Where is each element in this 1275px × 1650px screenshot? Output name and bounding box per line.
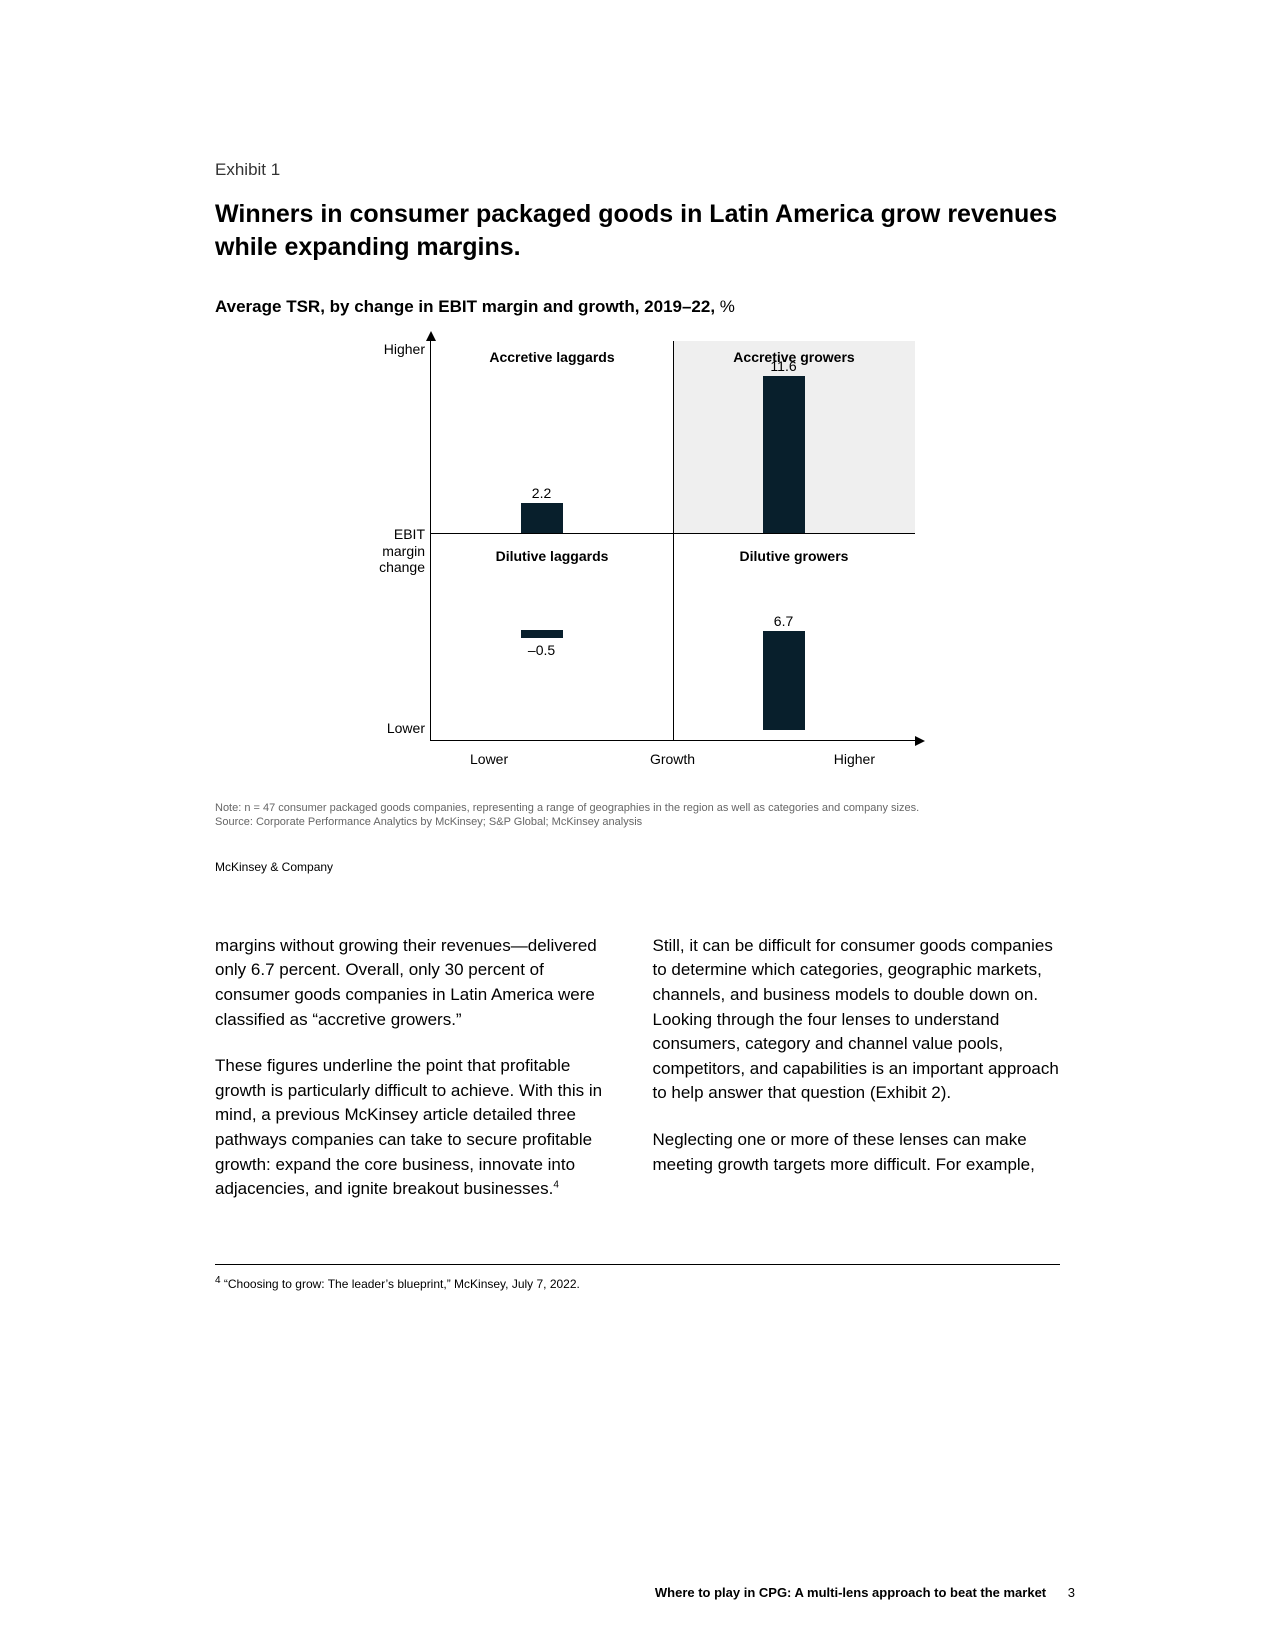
body-right-p2: Neglecting one or more of these lenses c…: [653, 1128, 1061, 1177]
horizontal-divider: [431, 533, 915, 534]
bar-label-tr: 11.6: [754, 358, 814, 374]
page-footer: Where to play in CPG: A multi-lens appro…: [655, 1585, 1075, 1600]
chart-note: Note: n = 47 consumer packaged goods com…: [215, 801, 1060, 815]
quad-label-tl: Accretive laggards: [431, 349, 673, 365]
vertical-divider: [673, 341, 674, 740]
x-arrowhead: [915, 736, 925, 746]
x-axis-right-label: Higher: [740, 751, 915, 781]
chart-plot: Accretive laggards Accretive growers Dil…: [430, 341, 915, 741]
bar-accretive-laggards: [521, 503, 563, 533]
x-axis-labels: Lower Growth Higher: [430, 751, 915, 781]
body-col-right: Still, it can be difficult for consumer …: [653, 934, 1061, 1224]
chart-subtitle-unit: %: [720, 297, 735, 316]
footnote-text: “Choosing to grow: The leader’s blueprin…: [221, 1277, 580, 1291]
x-axis-mid-label: Growth: [605, 751, 740, 781]
quad-label-bl: Dilutive laggards: [431, 548, 673, 564]
body-right-p1: Still, it can be difficult for consumer …: [653, 934, 1061, 1106]
y-arrowhead: [426, 331, 436, 341]
y-axis-mid-label: EBIT margin change: [355, 526, 425, 576]
quadrant-chart: Higher EBIT margin change Lower Accretiv…: [355, 341, 915, 781]
bar-label-br: 6.7: [754, 613, 814, 629]
exhibit-label: Exhibit 1: [215, 160, 1060, 180]
footer-page-number: 3: [1068, 1585, 1075, 1600]
y-axis-bottom-label: Lower: [355, 720, 425, 736]
bar-dilutive-laggards: [521, 630, 563, 637]
bar-dilutive-growers: [763, 631, 805, 730]
footnote-rule: [215, 1264, 1060, 1265]
footnote: 4 “Choosing to grow: The leader’s bluepr…: [215, 1275, 1060, 1291]
bar-accretive-growers: [763, 376, 805, 532]
body-left-p1: margins without growing their revenues—d…: [215, 934, 623, 1033]
chart-attribution: McKinsey & Company: [215, 860, 1060, 874]
chart-subtitle: Average TSR, by change in EBIT margin an…: [215, 297, 1060, 317]
chart-source: Source: Corporate Performance Analytics …: [215, 815, 1060, 829]
footnote-ref-4: 4: [553, 1180, 559, 1191]
bar-label-tl: 2.2: [512, 485, 572, 501]
footer-title: Where to play in CPG: A multi-lens appro…: [655, 1585, 1046, 1600]
y-axis-top-label: Higher: [355, 341, 425, 357]
exhibit-title: Winners in consumer packaged goods in La…: [215, 198, 1060, 263]
body-columns: margins without growing their revenues—d…: [215, 934, 1060, 1224]
quad-label-br: Dilutive growers: [673, 548, 915, 564]
chart-subtitle-main: Average TSR, by change in EBIT margin an…: [215, 297, 720, 316]
x-axis-left-label: Lower: [430, 751, 605, 781]
body-left-p2: These figures underline the point that p…: [215, 1054, 623, 1202]
bar-label-bl: –0.5: [512, 642, 572, 658]
body-col-left: margins without growing their revenues—d…: [215, 934, 623, 1224]
